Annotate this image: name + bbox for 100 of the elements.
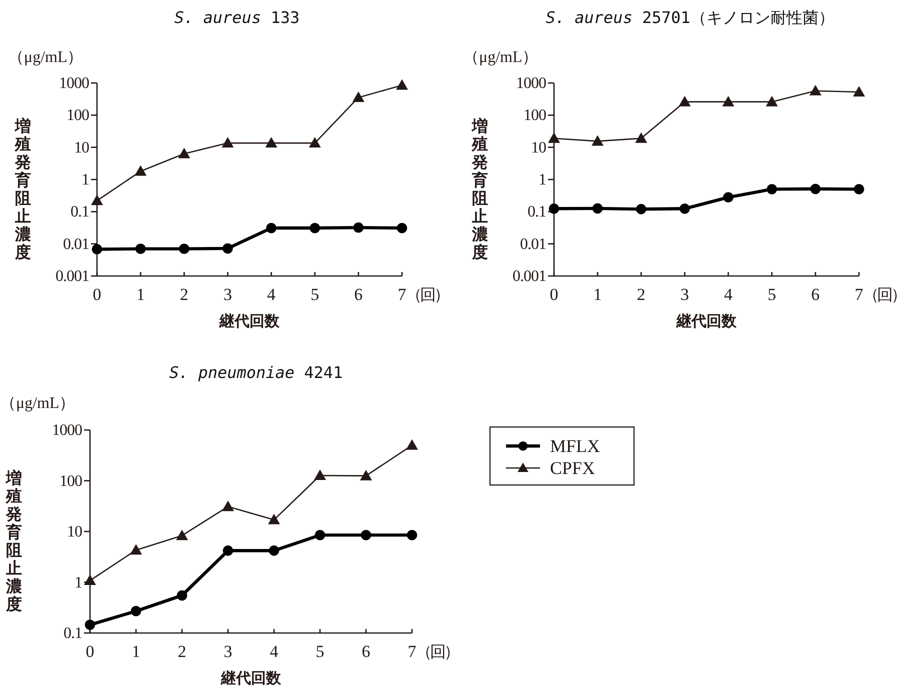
y-tick-label: 1000 bbox=[516, 75, 546, 92]
point bbox=[678, 96, 691, 106]
y-tick-label: 10 bbox=[67, 524, 82, 540]
point bbox=[723, 192, 734, 202]
point bbox=[353, 222, 364, 233]
x-axis-title: 継代回数 bbox=[218, 312, 280, 330]
point bbox=[310, 222, 320, 234]
point bbox=[268, 545, 280, 556]
point bbox=[766, 184, 778, 194]
point bbox=[176, 530, 188, 540]
point bbox=[592, 203, 603, 214]
text: （μg/mL） bbox=[8, 49, 84, 66]
point bbox=[178, 148, 190, 158]
x-tick-label: 0 bbox=[92, 285, 102, 304]
point bbox=[135, 244, 146, 254]
chart-title: S. pneumoniae 4241 bbox=[169, 363, 343, 382]
point bbox=[636, 204, 646, 214]
y-tick-label: 0.1 bbox=[528, 204, 546, 221]
x-tick-label: 5 bbox=[316, 642, 324, 661]
point bbox=[548, 203, 560, 214]
y-tick-label: 10 bbox=[74, 139, 90, 156]
point bbox=[406, 530, 418, 540]
y-tick-label: 1 bbox=[82, 172, 90, 188]
y-tick-label: 1000 bbox=[59, 75, 90, 92]
y-tick-label: 0.1 bbox=[64, 625, 82, 642]
x-tick-label: 7 bbox=[408, 642, 417, 661]
point bbox=[84, 620, 96, 630]
point bbox=[592, 135, 604, 146]
point bbox=[396, 79, 408, 90]
y-tick-label: 100 bbox=[66, 107, 90, 124]
x-tick-label: 4 bbox=[270, 642, 279, 661]
y-tick-label: 1 bbox=[538, 172, 546, 188]
x-tick-label: 6 bbox=[811, 285, 820, 304]
x-tick-label: 4 bbox=[267, 285, 276, 304]
x-tick-label: 6 bbox=[362, 642, 370, 661]
text: （回） bbox=[406, 287, 448, 304]
x-axis-title: 継代回数 bbox=[676, 312, 738, 330]
point bbox=[314, 530, 326, 540]
x-tick-label: 2 bbox=[636, 285, 646, 304]
point bbox=[854, 184, 864, 194]
point bbox=[853, 86, 865, 96]
x-tick-label: 1 bbox=[132, 642, 140, 661]
point bbox=[91, 194, 103, 206]
y-tick-label: 10 bbox=[531, 139, 546, 156]
point bbox=[548, 132, 560, 143]
point bbox=[222, 500, 234, 512]
y-tick-label: 1000 bbox=[52, 422, 82, 439]
legend-label: MFLX bbox=[550, 436, 600, 456]
point bbox=[265, 137, 278, 148]
point bbox=[635, 132, 648, 143]
point bbox=[222, 137, 234, 148]
point bbox=[722, 96, 734, 106]
x-tick-label: 7 bbox=[854, 285, 864, 304]
point bbox=[222, 243, 233, 254]
x-tick-label: 3 bbox=[223, 285, 232, 304]
text: （μg/mL） bbox=[463, 49, 538, 66]
x-tick-label: 1 bbox=[136, 285, 145, 304]
point bbox=[176, 590, 188, 601]
point bbox=[308, 137, 321, 148]
y-tick-label: 0.001 bbox=[512, 268, 546, 285]
y-tick-label: 100 bbox=[524, 107, 546, 124]
y-tick-label: 0.001 bbox=[56, 268, 90, 285]
point bbox=[314, 469, 326, 480]
x-tick-label: 3 bbox=[224, 642, 232, 661]
x-tick-label: 4 bbox=[724, 285, 734, 304]
y-axis-title: 増殖発育阻止濃度 bbox=[5, 468, 22, 614]
point bbox=[396, 222, 408, 234]
x-tick-label: 1 bbox=[593, 285, 602, 304]
y-tick-label: 1 bbox=[74, 574, 82, 592]
y-tick-label: 0.1 bbox=[70, 204, 90, 221]
point bbox=[134, 165, 147, 176]
x-axis-title: 継代回数 bbox=[220, 669, 282, 687]
point bbox=[268, 514, 280, 524]
text: （回） bbox=[416, 644, 458, 661]
point bbox=[92, 244, 102, 254]
x-tick-label: 3 bbox=[680, 285, 689, 304]
x-tick-label: 5 bbox=[310, 285, 320, 304]
y-tick-label: 100 bbox=[60, 472, 82, 490]
text: （μg/mL） bbox=[0, 395, 76, 412]
y-tick-label: 0.01 bbox=[520, 236, 546, 253]
chart-title: S. aureus 25701（キノロン耐性菌） bbox=[546, 8, 834, 27]
point bbox=[766, 96, 778, 106]
point bbox=[406, 439, 418, 450]
point bbox=[680, 203, 690, 214]
point bbox=[810, 184, 821, 194]
x-tick-label: 6 bbox=[354, 285, 363, 304]
point bbox=[266, 222, 276, 234]
point bbox=[360, 530, 372, 540]
point bbox=[130, 606, 142, 616]
y-tick-label: 0.01 bbox=[63, 236, 90, 253]
point bbox=[178, 244, 190, 254]
y-axis-title: 増殖発育阻止濃度 bbox=[14, 116, 31, 262]
x-tick-label: 2 bbox=[180, 285, 188, 304]
point bbox=[130, 544, 142, 555]
x-tick-label: 2 bbox=[178, 642, 186, 661]
x-tick-label: 7 bbox=[398, 285, 407, 304]
text: （回） bbox=[863, 287, 905, 304]
x-tick-label: 0 bbox=[86, 642, 94, 661]
x-tick-label: 0 bbox=[550, 285, 558, 304]
point bbox=[222, 545, 234, 556]
